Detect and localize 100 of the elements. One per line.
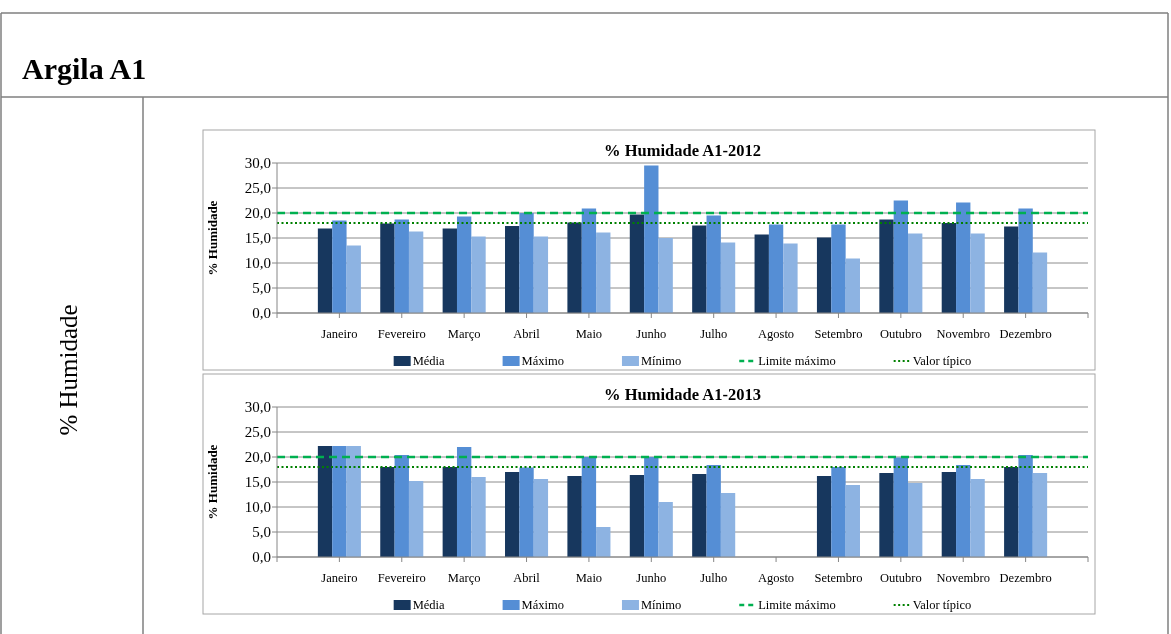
x-tick-label: Outubro [880,327,922,341]
bar [706,465,721,557]
bar [471,477,486,557]
y-tick-label: 20,0 [244,449,271,466]
legend-label: Máximo [521,354,564,369]
bar [644,457,659,557]
chart-title: % Humidade A1-2012 [604,141,761,160]
text: Argila A1 [22,52,147,85]
bar [845,258,860,313]
bar [783,243,798,313]
bar [908,233,923,313]
y-tick-label: 25,0 [244,424,271,441]
bar [692,225,707,313]
bar [893,200,909,313]
legend-label: Média [412,598,446,613]
x-tick-label: Dezembro [999,571,1052,585]
y-tick-label: 25,0 [244,180,271,197]
x-tick-label: Abril [513,327,541,341]
y-axis-title: % Humidade [205,444,220,520]
bar [941,472,957,557]
bar [1004,226,1019,313]
y-tick-label: 10,0 [244,255,271,272]
bar [442,467,457,557]
x-tick-label: Setembro [814,571,863,585]
bar [956,465,971,557]
y-tick-label: 30,0 [244,399,271,416]
bar [533,479,549,557]
bar [658,502,673,557]
x-tick-label: Maio [575,327,603,341]
bar [644,165,659,313]
bar [879,219,894,313]
y-tick-label: 30,0 [244,155,271,172]
bar [380,223,395,313]
bar [941,223,957,313]
chart-title: % Humidade A1-2013 [604,385,761,404]
y-tick-label: 0,0 [252,549,271,566]
legend-label: Mínimo [640,354,682,369]
x-tick-label: Junho [636,571,667,585]
bar [596,527,611,557]
y-tick-label: 5,0 [252,280,271,297]
bar [456,216,472,313]
bar [380,467,395,557]
bar [332,220,347,313]
y-tick-label: 5,0 [252,524,271,541]
bar [768,224,784,313]
bar [596,232,611,313]
x-tick-label: Agosto [758,571,795,585]
legend-label: Média [412,354,446,369]
bar [533,236,549,313]
bar [519,467,534,557]
legend-label: Máximo [521,598,564,613]
legend-label: Valor típico [912,598,972,613]
bar [456,447,472,557]
x-tick-label: Maio [575,571,603,585]
y-tick-label: 10,0 [244,499,271,516]
bar [1032,473,1048,557]
bar [893,457,909,557]
text: % Humidade [55,304,82,436]
bar [720,493,736,557]
legend-label: Valor típico [912,354,972,369]
bar [816,476,832,557]
bar [1032,252,1048,313]
x-tick-label: Janeiro [321,571,358,585]
bar [970,479,985,557]
bar [1004,467,1019,557]
y-tick-label: 0,0 [252,305,271,322]
x-tick-label: Julho [700,327,728,341]
x-tick-label: Agosto [758,327,795,341]
bar [408,481,424,557]
bar [629,475,645,557]
x-tick-label: Abril [513,571,541,585]
bar [831,224,846,313]
bar [720,242,736,313]
x-tick-label: Fevereiro [377,571,426,585]
legend-label: Limite máximo [758,354,836,369]
x-tick-label: Junho [636,327,667,341]
x-tick-label: Setembro [814,327,863,341]
bar [754,234,769,313]
bar [471,236,486,313]
bar [442,228,457,313]
y-axis-title: % Humidade [205,200,220,276]
bar [970,233,985,313]
bar [845,485,860,557]
bar [394,219,409,313]
bar [394,455,409,557]
bar [519,213,534,313]
bar [692,474,707,557]
bar [346,446,361,557]
bar [706,215,721,313]
x-tick-label: Outubro [880,571,922,585]
x-tick-label: Julho [700,571,728,585]
x-tick-label: Março [447,327,481,341]
x-tick-label: Janeiro [321,327,358,341]
bar [567,476,582,557]
bar [346,245,361,313]
bar [629,214,645,313]
bar [1018,208,1033,313]
bar [908,483,923,557]
bar [408,231,424,313]
bar [1018,455,1033,557]
